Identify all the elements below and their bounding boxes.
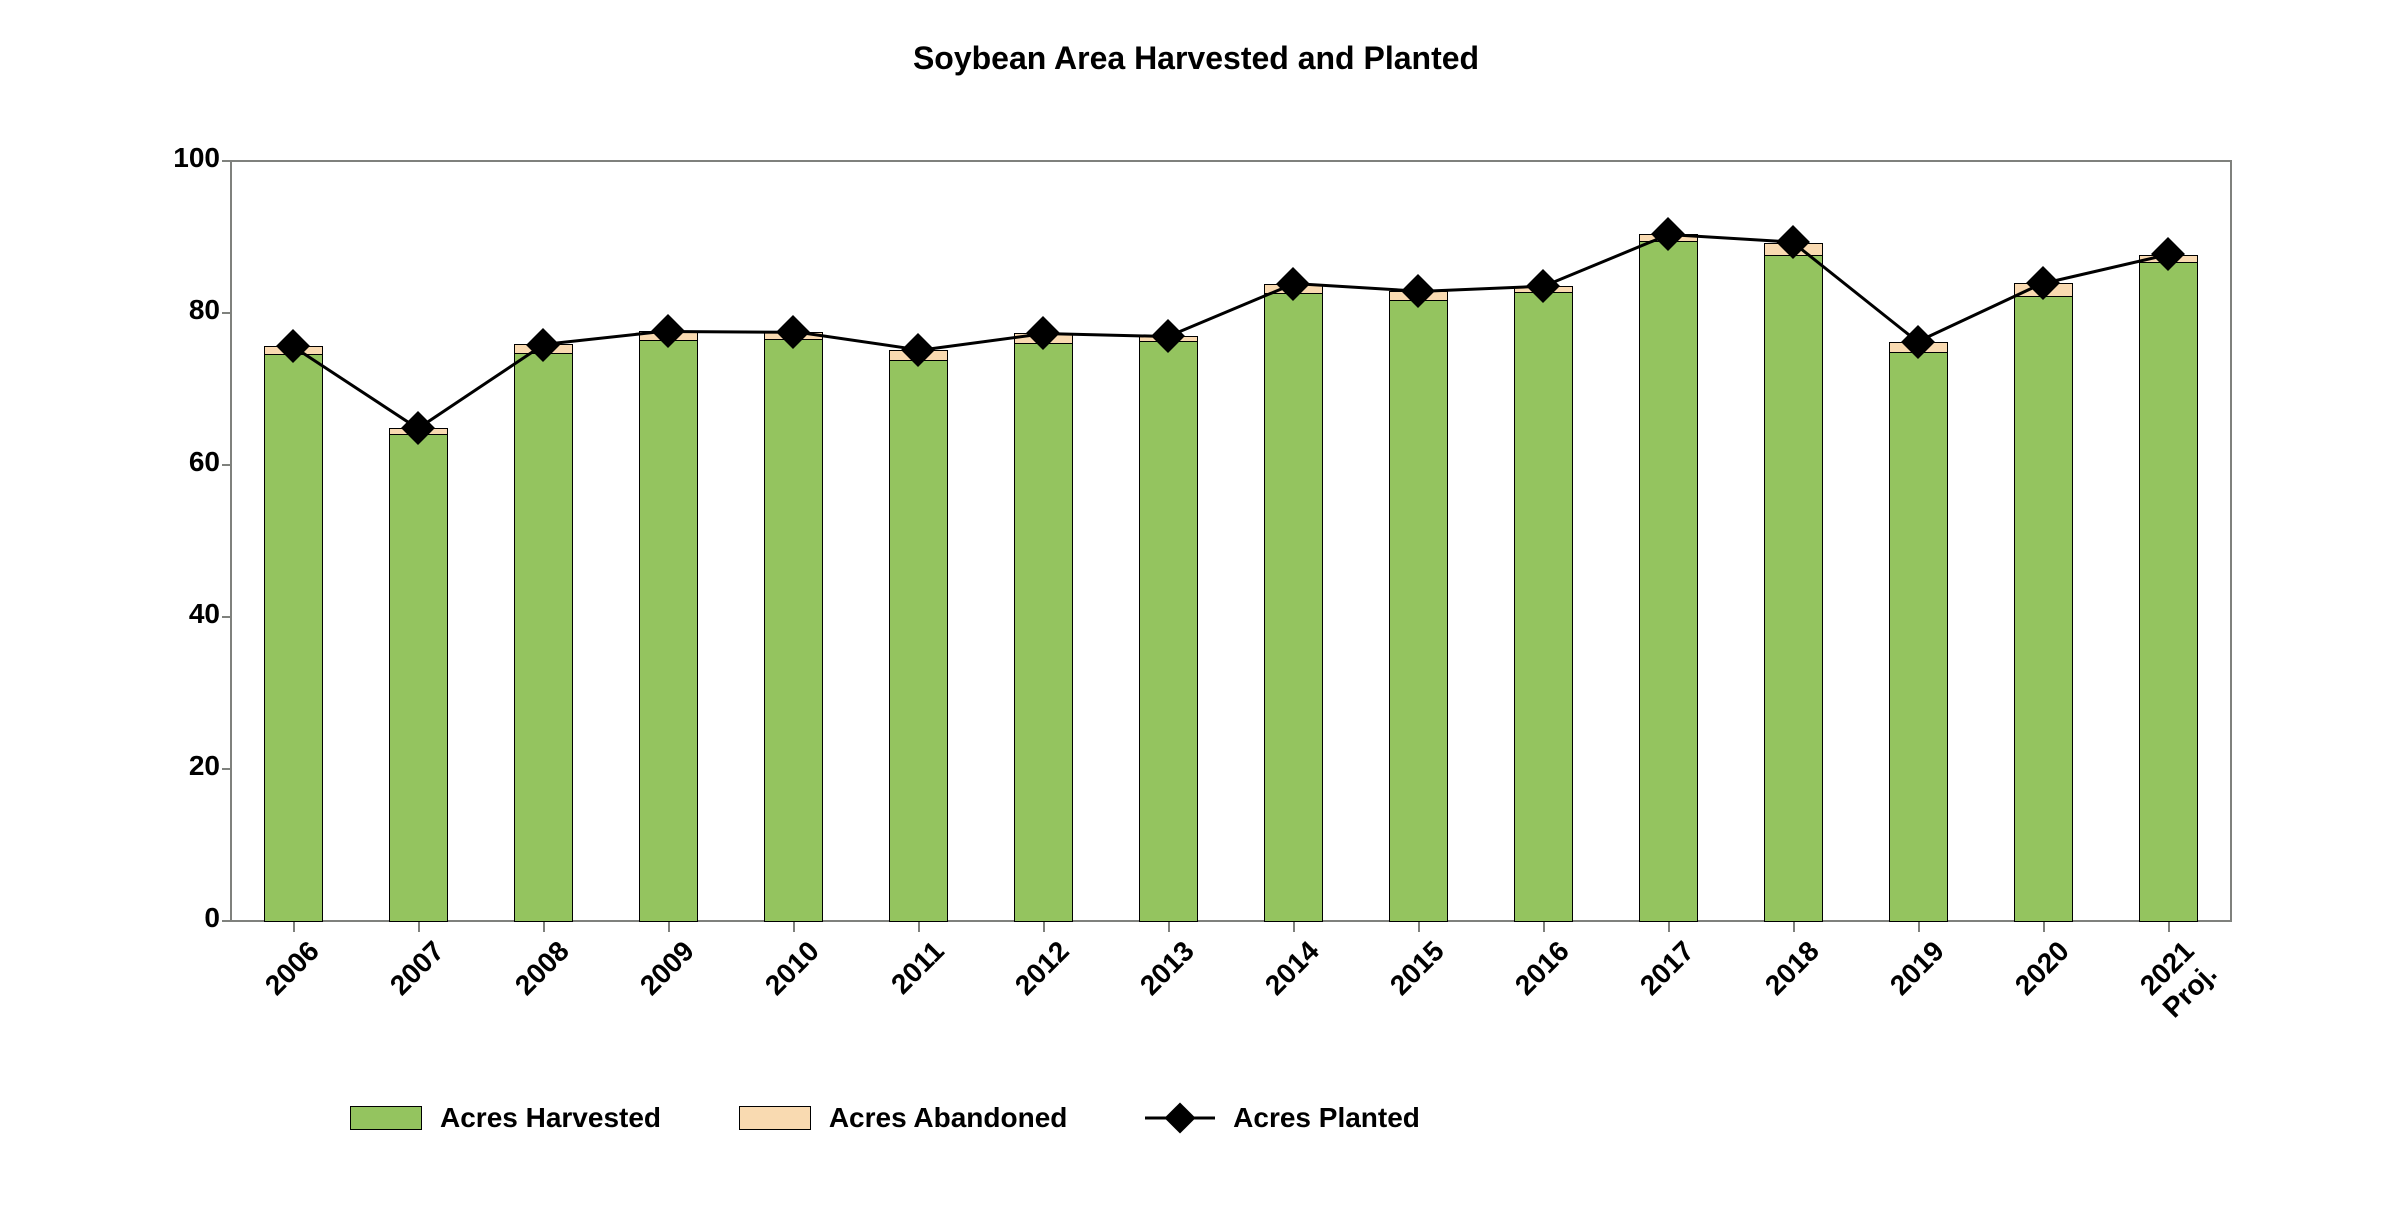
y-tick-label: 20: [150, 750, 220, 782]
x-tick-mark: [1668, 922, 1670, 932]
y-tick-mark: [222, 464, 232, 466]
bar-harvested: [514, 352, 572, 922]
x-tick-mark: [2168, 922, 2170, 932]
x-tick-mark: [1418, 922, 1420, 932]
x-tick-mark: [1918, 922, 1920, 932]
y-tick-mark: [222, 312, 232, 314]
bar-harvested: [1639, 240, 1697, 922]
x-tick-label: 2008: [468, 935, 575, 1042]
bar-harvested: [764, 338, 822, 922]
legend-label: Acres Harvested: [440, 1102, 661, 1134]
x-tick-label: 2011: [843, 935, 950, 1042]
x-tick-label: 2020: [1968, 935, 2075, 1042]
x-tick-mark: [2043, 922, 2045, 932]
legend: Acres Harvested Acres Abandoned Acres Pl…: [350, 1100, 2250, 1160]
x-tick-label: 2013: [1093, 935, 1200, 1042]
y-tick-label: 60: [150, 446, 220, 478]
y-tick-label: 40: [150, 598, 220, 630]
legend-item-planted: Acres Planted: [1145, 1102, 1420, 1134]
bar-harvested: [1764, 254, 1822, 922]
x-tick-label: 2021 Proj.: [2093, 935, 2223, 1065]
bar-harvested: [1014, 342, 1072, 922]
x-tick-label: 2007: [343, 935, 450, 1042]
x-tick-label: 2006: [218, 935, 325, 1042]
legend-label: Acres Abandoned: [829, 1102, 1068, 1134]
x-tick-mark: [918, 922, 920, 932]
y-tick-label: 80: [150, 294, 220, 326]
x-tick-label: 2019: [1843, 935, 1950, 1042]
y-tick-label: 0: [150, 902, 220, 934]
legend-label: Acres Planted: [1233, 1102, 1420, 1134]
legend-item-abandoned: Acres Abandoned: [739, 1102, 1068, 1134]
line-segment: [667, 330, 792, 334]
bar-harvested: [1389, 299, 1447, 922]
y-tick-label: 100: [150, 142, 220, 174]
x-tick-label: 2012: [968, 935, 1075, 1042]
legend-swatch-harvested: [350, 1106, 422, 1130]
x-tick-mark: [418, 922, 420, 932]
bar-harvested: [2139, 261, 2197, 922]
x-tick-mark: [668, 922, 670, 932]
x-tick-label: 2016: [1468, 935, 1575, 1042]
legend-diamond-icon: [1165, 1102, 1196, 1133]
legend-marker-planted: [1145, 1103, 1215, 1133]
y-tick-mark: [222, 160, 232, 162]
x-tick-label: 2015: [1343, 935, 1450, 1042]
x-tick-mark: [1793, 922, 1795, 932]
x-tick-mark: [293, 922, 295, 932]
bar-harvested: [264, 353, 322, 922]
x-tick-mark: [543, 922, 545, 932]
bar-harvested: [1514, 291, 1572, 922]
bar-harvested: [1889, 351, 1947, 922]
y-axis-line: [230, 160, 232, 920]
x-tick-mark: [1043, 922, 1045, 932]
bar-harvested: [639, 339, 697, 922]
x-tick-label: 2010: [718, 935, 825, 1042]
bar-harvested: [2014, 295, 2072, 922]
bar-harvested: [889, 359, 947, 922]
x-tick-label: 2018: [1718, 935, 1825, 1042]
chart-container: Soybean Area Harvested and Planted Milli…: [0, 0, 2392, 1207]
y-tick-mark: [222, 920, 232, 922]
x-tick-mark: [1293, 922, 1295, 932]
x-tick-mark: [793, 922, 795, 932]
bar-harvested: [1264, 292, 1322, 922]
x-tick-mark: [1168, 922, 1170, 932]
y-tick-mark: [222, 616, 232, 618]
y-tick-mark: [222, 768, 232, 770]
bar-harvested: [389, 433, 447, 922]
x-tick-label: 2014: [1218, 935, 1325, 1042]
legend-item-harvested: Acres Harvested: [350, 1102, 661, 1134]
bar-harvested: [1139, 340, 1197, 922]
chart-title: Soybean Area Harvested and Planted: [0, 40, 2392, 77]
x-tick-label: 2017: [1593, 935, 1700, 1042]
x-tick-mark: [1543, 922, 1545, 932]
legend-swatch-abandoned: [739, 1106, 811, 1130]
x-tick-label: 2009: [593, 935, 700, 1042]
